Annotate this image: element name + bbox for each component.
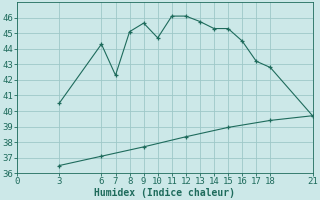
X-axis label: Humidex (Indice chaleur): Humidex (Indice chaleur) [94,188,235,198]
